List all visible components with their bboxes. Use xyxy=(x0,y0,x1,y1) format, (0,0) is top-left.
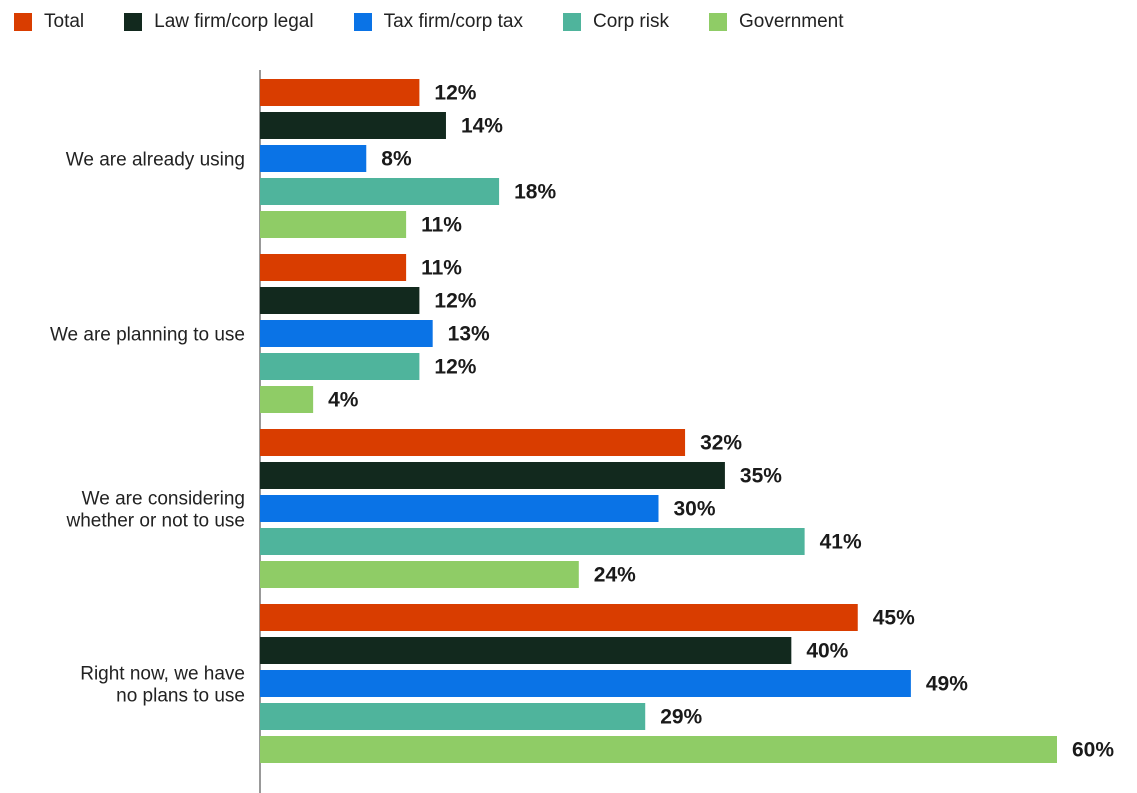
legend-swatch xyxy=(124,13,143,31)
legend-label: Corp risk xyxy=(592,11,669,32)
category-label: We are considering xyxy=(82,489,245,510)
bar xyxy=(260,561,579,588)
bar xyxy=(260,670,911,697)
bar xyxy=(260,211,407,238)
legend-label: Government xyxy=(738,11,844,32)
category-label: We are planning to use xyxy=(50,325,245,346)
legend-label: Law firm/corp legal xyxy=(154,11,314,32)
bar xyxy=(260,79,420,106)
bar xyxy=(260,320,433,347)
legend-swatch xyxy=(14,13,32,31)
bar xyxy=(260,736,1057,763)
bar xyxy=(260,429,686,456)
data-label: 60% xyxy=(1072,739,1114,762)
legend-label: Total xyxy=(44,11,85,32)
legend-item-2: Tax firm/corp tax xyxy=(353,11,523,33)
data-label: 24% xyxy=(594,564,636,587)
bar xyxy=(260,703,646,730)
legend-item-4: Government xyxy=(708,11,844,33)
data-label: 40% xyxy=(806,640,848,663)
bar xyxy=(260,254,407,281)
data-label: 49% xyxy=(926,673,968,696)
bar xyxy=(260,112,446,139)
bar xyxy=(260,353,420,380)
data-label: 45% xyxy=(873,607,915,630)
data-label: 18% xyxy=(514,181,556,204)
bar xyxy=(260,178,500,205)
bar xyxy=(260,462,725,489)
data-label: 8% xyxy=(381,148,412,171)
bar xyxy=(260,386,314,413)
legend-swatch xyxy=(562,13,581,31)
data-label: 29% xyxy=(660,706,702,729)
category-label: Right now, we have xyxy=(80,664,245,685)
data-label: 13% xyxy=(448,323,490,346)
category-label: no plans to use xyxy=(116,686,245,707)
category-label: We are already using xyxy=(66,150,245,171)
data-label: 11% xyxy=(421,214,462,237)
legend-swatch xyxy=(353,13,372,31)
bar xyxy=(260,287,420,314)
data-label: 14% xyxy=(461,115,503,138)
legend: Total Law firm/corp legal Tax firm/corp ta… xyxy=(14,8,884,36)
bar xyxy=(260,528,805,555)
bar xyxy=(260,495,659,522)
legend-item-3: Corp risk xyxy=(562,11,669,33)
legend-item-1: Law firm/corp legal xyxy=(124,11,314,33)
bar xyxy=(260,604,858,631)
data-label: 30% xyxy=(674,498,716,521)
bar xyxy=(260,637,792,664)
data-label: 35% xyxy=(740,465,782,488)
data-label: 4% xyxy=(328,389,359,412)
category-label: whether or not to use xyxy=(66,511,246,532)
data-label: 32% xyxy=(700,432,742,455)
data-label: 41% xyxy=(820,531,862,554)
data-label: 12% xyxy=(434,290,476,313)
legend-item-0: Total xyxy=(14,11,84,33)
data-label: 11% xyxy=(421,257,462,280)
data-label: 12% xyxy=(434,356,476,379)
bar xyxy=(260,145,367,172)
data-label: 12% xyxy=(434,82,476,105)
legend-swatch xyxy=(708,13,727,31)
legend-label: Tax firm/corp tax xyxy=(383,11,523,32)
